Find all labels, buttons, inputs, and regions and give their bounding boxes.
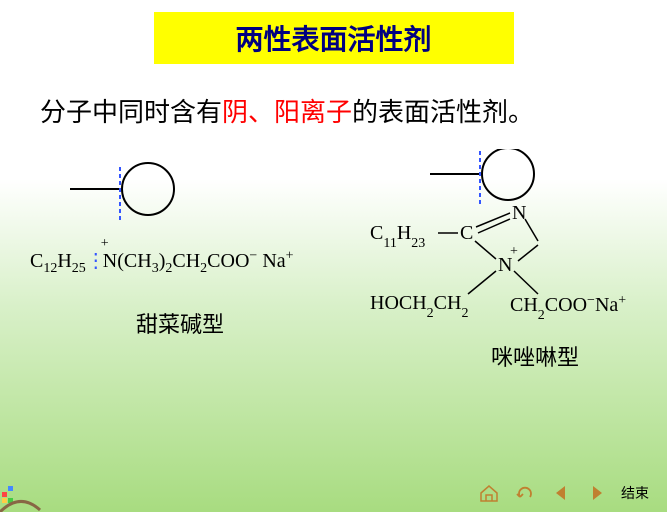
left-caption: 甜菜碱型 (30, 307, 330, 339)
body-red: 阴、阳离子 (222, 98, 352, 127)
ch2-sub: 2 (200, 261, 207, 276)
body-prefix: 分子中同时含有 (40, 98, 222, 127)
hoch2ch2-label: HOCH2CH2 (370, 292, 468, 321)
right-schematic-icon: C11H23 C N N + HOCH2CH2 CH2COO−Na+ (360, 149, 650, 339)
title-banner: 两性表面活性剂 (154, 12, 514, 64)
right-diagram: C11H23 C N N + HOCH2CH2 CH2COO−Na+ 咪唑啉型 (360, 149, 650, 372)
c11h23-label: C11H23 (370, 222, 425, 251)
n-plus: + (510, 244, 518, 259)
h25-sub: 25 (72, 261, 86, 276)
left-schematic-icon (30, 159, 330, 239)
head-circle-r (482, 149, 534, 200)
head-circle (122, 163, 174, 215)
ch3-sub: 3 (152, 261, 159, 276)
diagrams-area: C12H25⋮N+(CH3)2CH2COO− Na+ 甜菜碱型 C11H23 C… (0, 159, 667, 399)
ch3-rep: 2 (165, 261, 172, 276)
ring-n1: N (512, 202, 526, 224)
right-caption: 咪唑啉型 (420, 340, 650, 372)
end-button[interactable]: 结束 (621, 483, 649, 503)
return-icon[interactable] (513, 482, 537, 504)
body-suffix: 的表面活性剂。 (352, 98, 534, 127)
left-diagram: C12H25⋮N+(CH3)2CH2COO− Na+ 甜菜碱型 (30, 159, 330, 339)
corner-art-icon (0, 462, 50, 512)
home-icon[interactable] (477, 482, 501, 504)
c12-sub: 12 (43, 261, 57, 276)
ch2coo-label: CH2COO−Na+ (510, 293, 626, 323)
left-formula: C12H25⋮N+(CH3)2CH2COO− Na+ (30, 248, 330, 277)
prev-icon[interactable] (549, 482, 573, 504)
title-text: 两性表面活性剂 (235, 24, 431, 55)
body-sentence: 分子中同时含有阴、阳离子的表面活性剂。 (40, 92, 667, 129)
navbar: 结束 (477, 482, 649, 504)
ring-c: C (460, 222, 473, 244)
next-icon[interactable] (585, 482, 609, 504)
